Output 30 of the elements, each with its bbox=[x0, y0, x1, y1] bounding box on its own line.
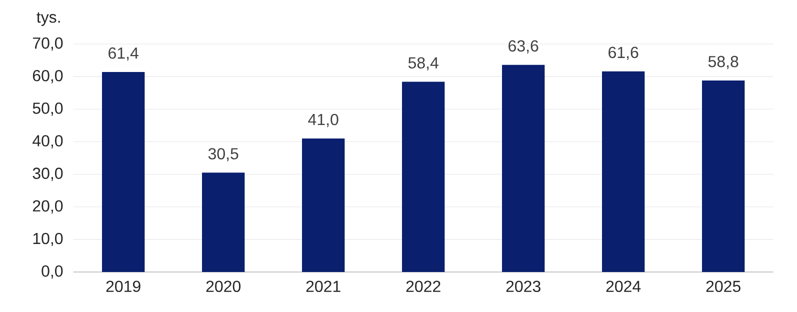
y-tick-label: 30,0 bbox=[32, 168, 63, 181]
y-tick-label: 50,0 bbox=[32, 102, 63, 116]
bar bbox=[502, 64, 545, 272]
bar bbox=[602, 71, 645, 272]
x-tick-label: 2023 bbox=[506, 280, 540, 292]
data-label: 63,6 bbox=[508, 40, 538, 54]
bar bbox=[402, 82, 445, 272]
data-label: 41,0 bbox=[308, 114, 338, 128]
y-tick-label: 60,0 bbox=[32, 70, 63, 84]
bar bbox=[202, 172, 245, 272]
x-tick-label: 2022 bbox=[406, 280, 440, 292]
data-label: 58,8 bbox=[708, 56, 738, 70]
y-tick-label: 20,0 bbox=[32, 200, 63, 214]
y-tick-label: 0,0 bbox=[42, 265, 63, 279]
y-tick-label: 40,0 bbox=[32, 135, 63, 148]
y-tick-label: 10,0 bbox=[33, 232, 63, 246]
data-label: 58,4 bbox=[408, 57, 438, 70]
x-tick-label: 2025 bbox=[706, 280, 740, 292]
bar bbox=[302, 138, 345, 272]
y-tick-label: 70,0 bbox=[32, 37, 63, 51]
data-label: 30,5 bbox=[208, 148, 238, 162]
x-tick-label: 2019 bbox=[106, 280, 140, 292]
data-label: 61,6 bbox=[608, 46, 638, 60]
x-tick-label: 2021 bbox=[306, 280, 340, 292]
y-axis-title: tys. bbox=[36, 12, 60, 26]
bar bbox=[702, 80, 745, 272]
bar bbox=[102, 72, 145, 272]
data-label: 61,4 bbox=[108, 47, 138, 61]
x-tick-label: 2020 bbox=[206, 280, 241, 292]
x-tick-label: 2024 bbox=[606, 280, 641, 292]
